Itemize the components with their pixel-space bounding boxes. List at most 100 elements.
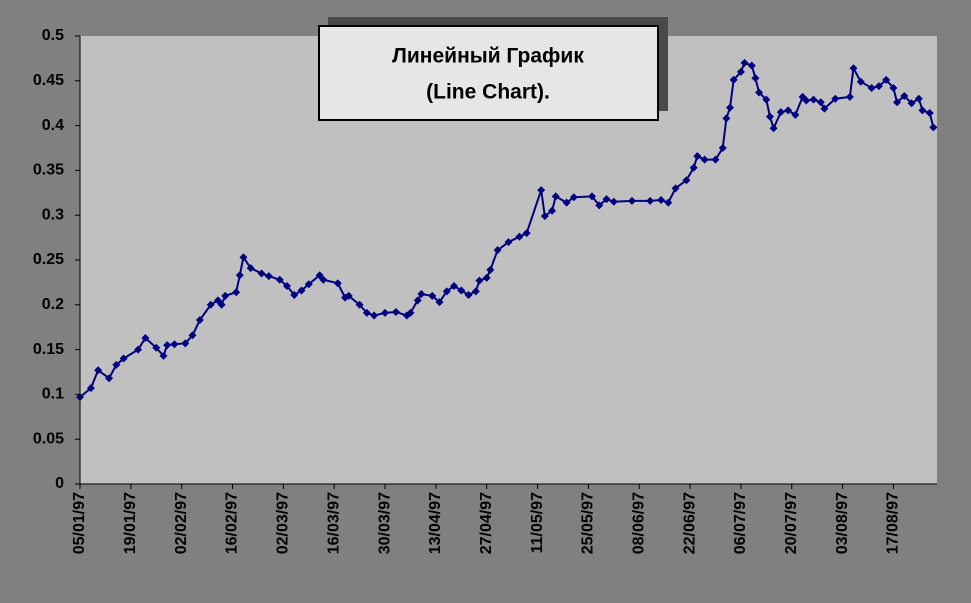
x-tick-label: 13/04/97 [427, 492, 444, 554]
x-tick-label: 20/07/97 [783, 492, 800, 554]
point-marker [657, 195, 666, 204]
point-marker [464, 290, 473, 299]
point-marker [747, 61, 756, 70]
point-marker [152, 343, 161, 352]
point-marker [282, 281, 291, 290]
point-marker [769, 124, 778, 133]
point-marker [428, 291, 437, 300]
point-marker [882, 75, 891, 84]
point-marker [548, 206, 557, 215]
point-marker [232, 288, 241, 297]
chart-title: Линейный График [392, 45, 584, 68]
point-marker [900, 92, 909, 101]
point-marker [784, 106, 793, 115]
point-marker [181, 339, 190, 348]
y-tick-label: 0.05 [33, 430, 64, 447]
x-tick-label: 08/06/97 [630, 492, 647, 554]
point-marker [729, 75, 738, 84]
point-marker [602, 195, 611, 204]
point-marker [816, 98, 825, 107]
point-marker [105, 374, 114, 383]
point-marker [849, 64, 858, 73]
point-marker [188, 331, 197, 340]
point-marker [159, 351, 168, 360]
y-tick-label: 0.35 [33, 162, 64, 179]
point-marker [689, 163, 698, 172]
point-marker [562, 198, 571, 207]
x-tick-label: 22/06/97 [681, 492, 698, 554]
point-marker [333, 279, 342, 288]
point-marker [726, 103, 735, 112]
point-marker [736, 67, 745, 76]
point-marker [94, 366, 103, 375]
point-marker [213, 296, 222, 305]
point-marker [86, 384, 95, 393]
point-marker [235, 271, 244, 280]
x-tick-label: 19/01/97 [122, 492, 139, 554]
point-marker [929, 123, 938, 132]
x-tick-label: 25/05/97 [580, 492, 597, 554]
point-marker [417, 290, 426, 299]
x-tick-label: 02/02/97 [173, 492, 190, 554]
point-marker [889, 83, 898, 92]
point-marker [627, 196, 636, 205]
point-marker [482, 273, 491, 282]
point-marker [755, 88, 764, 97]
point-marker [450, 281, 459, 290]
point-marker [435, 298, 444, 307]
point-marker [355, 300, 364, 309]
point-marker [163, 341, 172, 350]
point-marker [515, 232, 524, 241]
x-tick-label: 05/01/97 [71, 492, 88, 554]
point-marker [820, 104, 829, 113]
point-marker [206, 300, 215, 309]
point-marker [315, 271, 324, 280]
point-marker [217, 300, 226, 309]
point-marker [588, 192, 597, 201]
point-marker [362, 308, 371, 317]
point-marker [791, 110, 800, 119]
point-marker [693, 152, 702, 161]
point-marker [918, 106, 927, 115]
y-tick-label: 0 [55, 475, 64, 492]
point-marker [221, 291, 230, 300]
point-marker [486, 265, 495, 274]
point-marker [344, 291, 353, 300]
point-marker [264, 272, 273, 281]
point-marker [893, 98, 902, 107]
point-marker [457, 286, 466, 295]
point-marker [925, 109, 934, 118]
point-marker [751, 74, 760, 83]
point-marker [112, 360, 121, 369]
point-marker [257, 269, 266, 278]
y-tick-label: 0.15 [33, 341, 64, 358]
x-tick-label: 03/08/97 [834, 492, 851, 554]
marks [76, 58, 938, 402]
point-marker [522, 229, 531, 238]
point-marker [119, 354, 128, 363]
point-marker [867, 83, 876, 92]
point-marker [475, 276, 484, 285]
point-marker [711, 155, 720, 164]
point-marker [740, 58, 749, 67]
point-marker [809, 95, 818, 104]
point-marker [304, 280, 313, 289]
point-marker [406, 308, 415, 317]
y-tick-label: 0.2 [42, 296, 64, 313]
point-marker [762, 95, 771, 104]
point-marker [776, 108, 785, 117]
point-marker [595, 201, 604, 210]
point-marker [195, 316, 204, 325]
point-marker [493, 246, 502, 255]
point-marker [831, 94, 840, 103]
point-marker [275, 275, 284, 284]
point-marker [907, 99, 916, 108]
point-marker [609, 197, 618, 206]
x-tick-label: 11/05/97 [529, 492, 546, 554]
x-tick-label: 17/08/97 [885, 492, 902, 554]
point-marker [722, 114, 731, 123]
point-marker [391, 307, 400, 316]
point-marker [134, 345, 143, 354]
title-box [318, 25, 659, 121]
